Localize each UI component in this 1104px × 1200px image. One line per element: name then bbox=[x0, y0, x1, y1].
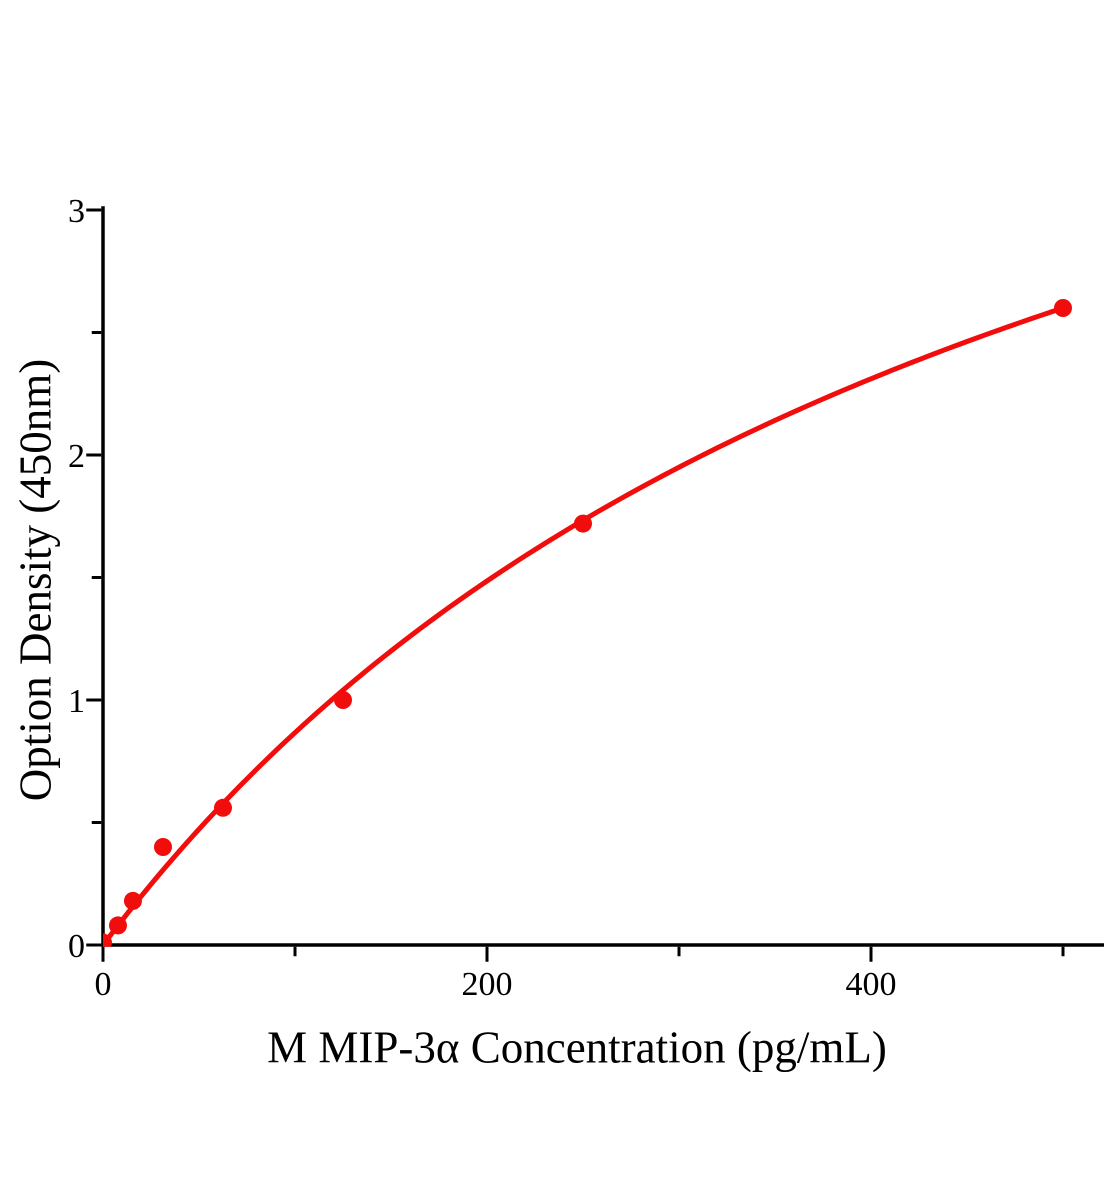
data-point bbox=[574, 514, 592, 533]
y-tick-label: 1 bbox=[68, 683, 85, 720]
data-point bbox=[214, 798, 232, 817]
data-point bbox=[1054, 299, 1072, 317]
data-point bbox=[123, 891, 142, 910]
data-point bbox=[334, 691, 352, 709]
y-tick-label: 0 bbox=[68, 928, 85, 965]
ticks bbox=[86, 208, 1065, 962]
x-tick-label: 0 bbox=[95, 966, 112, 1003]
x-axis-title: M MIP-3α Concentration (pg/mL) bbox=[267, 1022, 887, 1073]
tick-labels: 0 200 400 0 1 2 3 bbox=[68, 193, 897, 1003]
y-tick-label: 2 bbox=[68, 438, 85, 475]
data-point bbox=[103, 933, 112, 947]
series-M-MIP-3α-standard-curve bbox=[103, 299, 1072, 947]
axes bbox=[101, 206, 1104, 947]
x-tick-label: 200 bbox=[462, 966, 513, 1003]
fit-curve bbox=[103, 305, 1066, 947]
x-tick-label: 400 bbox=[846, 966, 897, 1003]
data-point bbox=[154, 838, 172, 856]
data-point bbox=[108, 916, 127, 935]
y-tick-label: 3 bbox=[68, 193, 85, 230]
y-axis-title: Option Density (450nm) bbox=[10, 358, 61, 802]
